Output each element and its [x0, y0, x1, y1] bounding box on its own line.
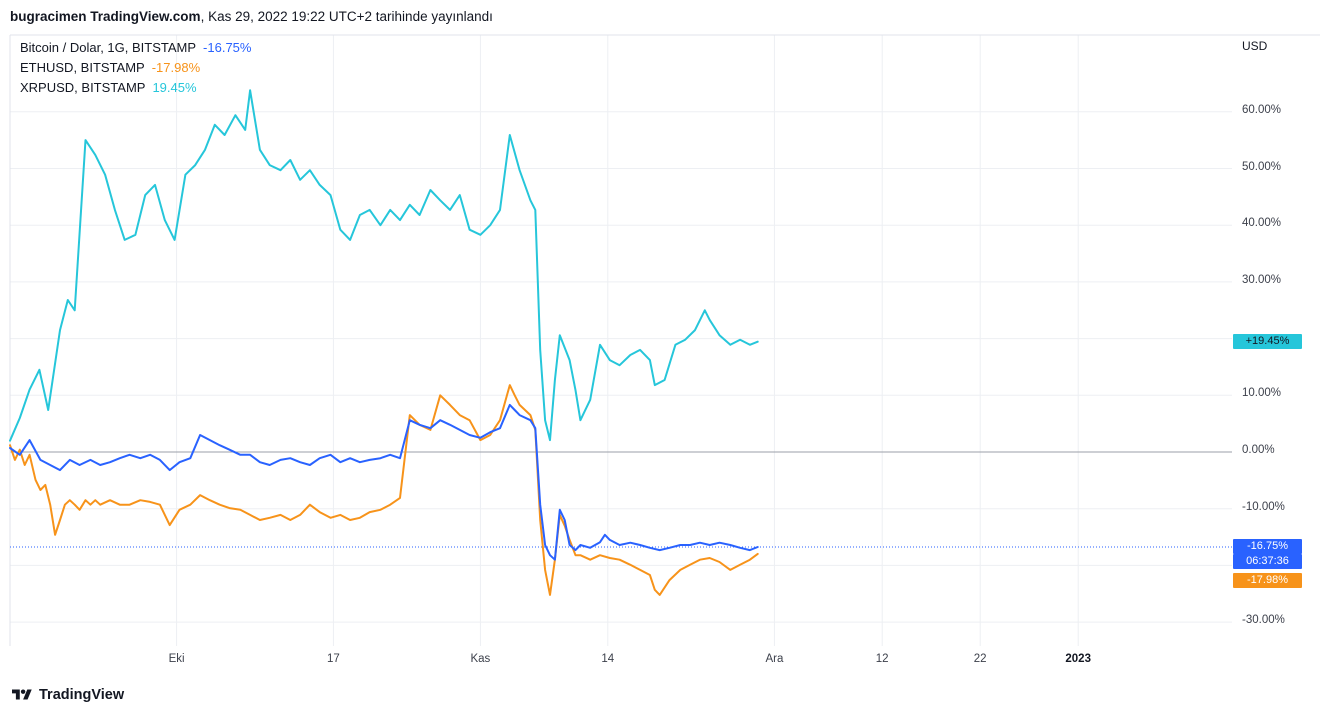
- publish-timestamp: , Kas 29, 2022 19:22 UTC+2 tarihinde yay…: [200, 9, 493, 24]
- legend-symbol-btcusd: Bitcoin / Dolar, 1G, BITSTAMP: [20, 39, 197, 55]
- legend-symbol-ethusd: ETHUSD, BITSTAMP: [20, 59, 145, 75]
- series-ethusd: [9, 384, 759, 596]
- tradingview-brand-text: TradingView: [39, 687, 125, 703]
- currency-label: USD: [1242, 39, 1268, 53]
- legend-symbol-xrpusd: XRPUSD, BITSTAMP: [20, 79, 146, 95]
- legend: Bitcoin / Dolar, 1G, BITSTAMP -16.75% ETH…: [20, 37, 251, 97]
- legend-change-ethusd: -17.98%: [151, 59, 201, 75]
- publish-header: bugracimen TradingView.com, Kas 29, 2022…: [10, 9, 493, 24]
- legend-row-btcusd[interactable]: Bitcoin / Dolar, 1G, BITSTAMP -16.75%: [20, 37, 251, 57]
- publish-author-source[interactable]: bugracimen TradingView.com: [10, 9, 201, 24]
- legend-change-btcusd: -16.75%: [203, 39, 252, 55]
- legend-row-ethusd[interactable]: ETHUSD, BITSTAMP -17.98%: [20, 57, 251, 77]
- series-bitcoin-dolar: [9, 403, 759, 561]
- series-xrpusd: [9, 89, 759, 442]
- tradingview-logo-icon: [12, 689, 32, 700]
- footer-brand[interactable]: TradingView: [12, 687, 124, 703]
- legend-row-xrpusd[interactable]: XRPUSD, BITSTAMP 19.45%: [20, 77, 251, 97]
- legend-change-xrpusd: 19.45%: [152, 79, 197, 95]
